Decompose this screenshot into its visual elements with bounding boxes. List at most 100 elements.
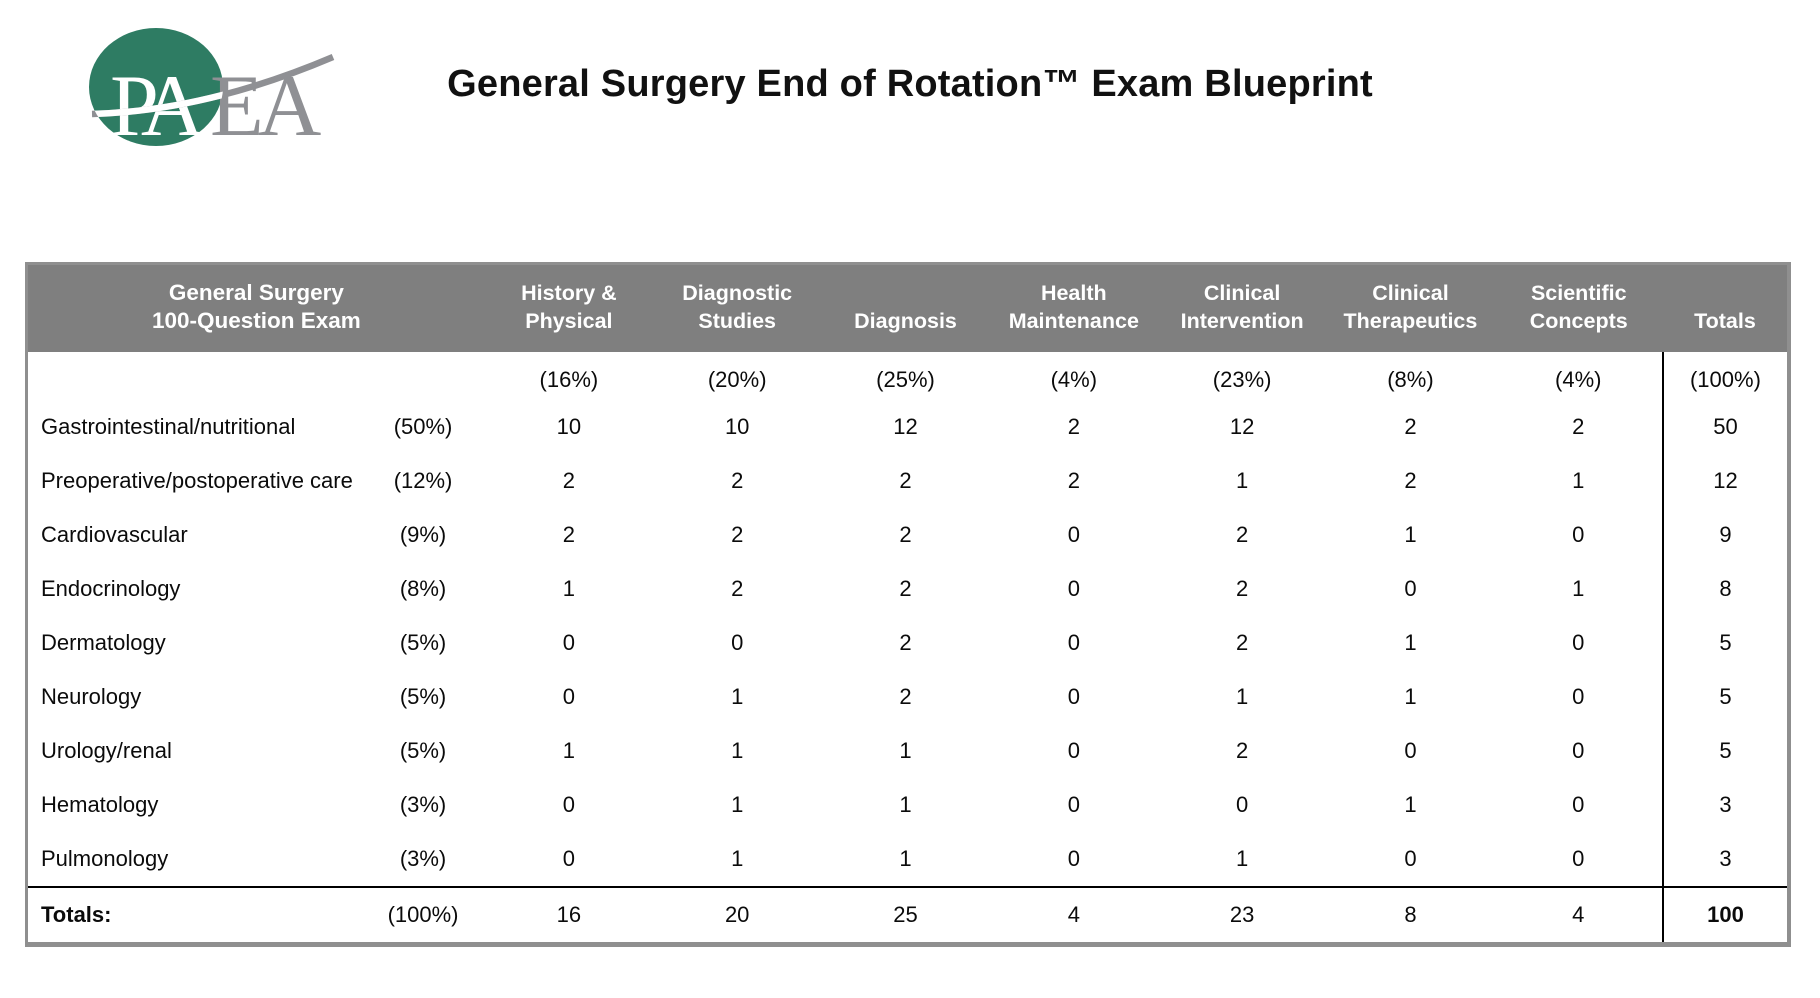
table-row-pulmonology: Pulmonology (3%) 0 1 1 0 1 0 0 3	[26, 832, 1789, 887]
cell-value: 2	[989, 454, 1158, 508]
cell-value: 1	[1494, 454, 1663, 508]
cell-value: 1	[653, 670, 822, 724]
column-header-line: Clinical	[1372, 281, 1449, 305]
cell-value: 10	[653, 400, 822, 454]
cell-value: 0	[1494, 670, 1663, 724]
cell-empty	[361, 352, 485, 400]
cell-value: 1	[1157, 670, 1327, 724]
column-header-clinical-intervention: Clinical Intervention	[1157, 263, 1327, 352]
row-total: 9	[1661, 508, 1789, 562]
cell-value: 0	[989, 778, 1158, 832]
column-header-line: Scientific	[1530, 281, 1627, 305]
table-row-endocrinology: Endocrinology (8%) 1 2 2 0 2 0 1 8	[26, 562, 1789, 616]
totals-row: Totals: (100%) 16 20 25 4 23 8 4 100	[26, 886, 1789, 945]
cell-value: 1	[653, 724, 822, 778]
cell-value: 0	[1157, 778, 1327, 832]
cell-value: 12	[1157, 400, 1327, 454]
row-topic: Preoperative/postoperative care	[26, 454, 362, 508]
table-row-dermatology: Dermatology (5%) 0 0 2 0 2 1 0 5	[26, 616, 1789, 670]
column-header-line: Maintenance	[1008, 309, 1139, 333]
totals-value: 25	[821, 886, 990, 945]
row-topic: Urology/renal	[26, 724, 362, 778]
column-header-diagnosis: Diagnosis	[821, 263, 990, 352]
totals-value: 8	[1326, 886, 1495, 945]
cell-value: 1	[1157, 454, 1327, 508]
category-percent-scientific-concepts: (4%)	[1494, 352, 1663, 400]
grand-total: 100	[1661, 886, 1789, 945]
cell-value: 0	[484, 832, 654, 887]
column-header-line: Physical	[525, 309, 613, 333]
cell-value: 0	[1326, 724, 1495, 778]
cell-value: 1	[1494, 562, 1663, 616]
row-total: 5	[1661, 724, 1789, 778]
table-body: (16%) (20%) (25%) (4%) (23%) (8%) (4%) (100%) Ga…	[26, 352, 1789, 945]
cell-empty	[26, 352, 362, 400]
row-topic: Cardiovascular	[26, 508, 362, 562]
header-exam-line1: General Surgery	[168, 280, 344, 305]
column-header-line: Intervention	[1180, 309, 1304, 333]
cell-value: 0	[653, 616, 822, 670]
column-header-diagnostic-studies: Diagnostic Studies	[653, 263, 822, 352]
blueprint-table: General Surgery 100-Question Exam History …	[25, 262, 1791, 947]
category-percent-row: (16%) (20%) (25%) (4%) (23%) (8%) (4%) (100%)	[26, 352, 1789, 400]
totals-value: 4	[1494, 886, 1663, 945]
row-topic: Endocrinology	[26, 562, 362, 616]
cell-value: 2	[821, 562, 990, 616]
column-header-scientific-concepts: Scientific Concepts	[1494, 263, 1663, 352]
row-percent: (3%)	[361, 778, 485, 832]
header-exam-line2: 100-Question Exam	[151, 308, 361, 333]
row-total: 5	[1661, 670, 1789, 724]
column-header-health-maintenance: Health Maintenance	[989, 263, 1158, 352]
cell-value: 2	[653, 508, 822, 562]
column-header-clinical-therapeutics: Clinical Therapeutics	[1326, 263, 1495, 352]
row-topic: Hematology	[26, 778, 362, 832]
cell-value: 0	[989, 670, 1158, 724]
cell-value: 2	[1326, 400, 1495, 454]
row-topic: Pulmonology	[26, 832, 362, 887]
row-total: 8	[1661, 562, 1789, 616]
row-topic: Neurology	[26, 670, 362, 724]
table-row-urology-renal: Urology/renal (5%) 1 1 1 0 2 0 0 5	[26, 724, 1789, 778]
cell-value: 2	[821, 670, 990, 724]
cell-value: 1	[1326, 616, 1495, 670]
logo-letters-ea: EA	[210, 58, 321, 148]
cell-value: 2	[484, 508, 654, 562]
cell-value: 1	[653, 778, 822, 832]
page-title: General Surgery End of Rotation™ Exam Bl…	[447, 63, 1373, 105]
row-percent: (5%)	[361, 670, 485, 724]
cell-value: 2	[821, 508, 990, 562]
totals-percent: (100%)	[361, 886, 485, 945]
row-percent: (5%)	[361, 724, 485, 778]
column-header-line: Health	[1040, 281, 1107, 305]
cell-value: 0	[989, 724, 1158, 778]
column-header-totals: Totals	[1662, 263, 1789, 352]
cell-value: 0	[1326, 832, 1495, 887]
cell-value: 10	[484, 400, 654, 454]
category-percent-clinical-intervention: (23%)	[1157, 352, 1327, 400]
column-header-line: Studies	[698, 309, 777, 333]
cell-value: 2	[653, 454, 822, 508]
category-percent-clinical-therapeutics: (8%)	[1326, 352, 1495, 400]
category-percent-health-maintenance: (4%)	[989, 352, 1158, 400]
row-topic: Gastrointestinal/nutritional	[26, 400, 362, 454]
cell-value: 1	[1326, 778, 1495, 832]
row-percent: (50%)	[361, 400, 485, 454]
cell-value: 2	[1326, 454, 1495, 508]
cell-value: 0	[1494, 616, 1663, 670]
table-header: General Surgery 100-Question Exam History …	[26, 263, 1789, 352]
header-row: General Surgery 100-Question Exam History …	[26, 263, 1789, 352]
cell-value: 1	[821, 724, 990, 778]
row-percent: (3%)	[361, 832, 485, 887]
cell-value: 0	[1494, 508, 1663, 562]
cell-value: 2	[653, 562, 822, 616]
table-row-hematology: Hematology (3%) 0 1 1 0 0 1 0 3	[26, 778, 1789, 832]
cell-value: 2	[484, 454, 654, 508]
row-percent: (5%)	[361, 616, 485, 670]
cell-value: 0	[484, 778, 654, 832]
column-header-line: Totals	[1694, 309, 1756, 333]
cell-value: 2	[821, 454, 990, 508]
totals-value: 16	[484, 886, 654, 945]
cell-value: 0	[1326, 562, 1495, 616]
cell-value: 0	[989, 616, 1158, 670]
cell-value: 2	[989, 400, 1158, 454]
